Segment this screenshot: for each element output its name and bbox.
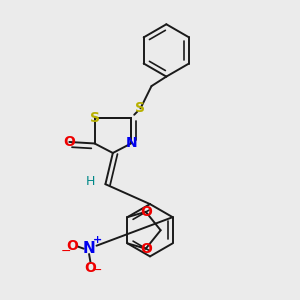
Text: O: O — [66, 239, 78, 253]
Text: S: S — [90, 111, 100, 125]
Text: +: + — [93, 236, 102, 245]
Text: S: S — [136, 101, 146, 116]
Text: H: H — [86, 175, 95, 188]
Text: O: O — [140, 242, 152, 256]
Text: N: N — [83, 241, 95, 256]
Text: O: O — [140, 205, 152, 219]
Text: −: − — [61, 245, 71, 258]
Text: N: N — [125, 136, 137, 151]
Text: O: O — [63, 135, 75, 149]
Text: O: O — [85, 261, 97, 275]
Text: −: − — [92, 264, 102, 277]
